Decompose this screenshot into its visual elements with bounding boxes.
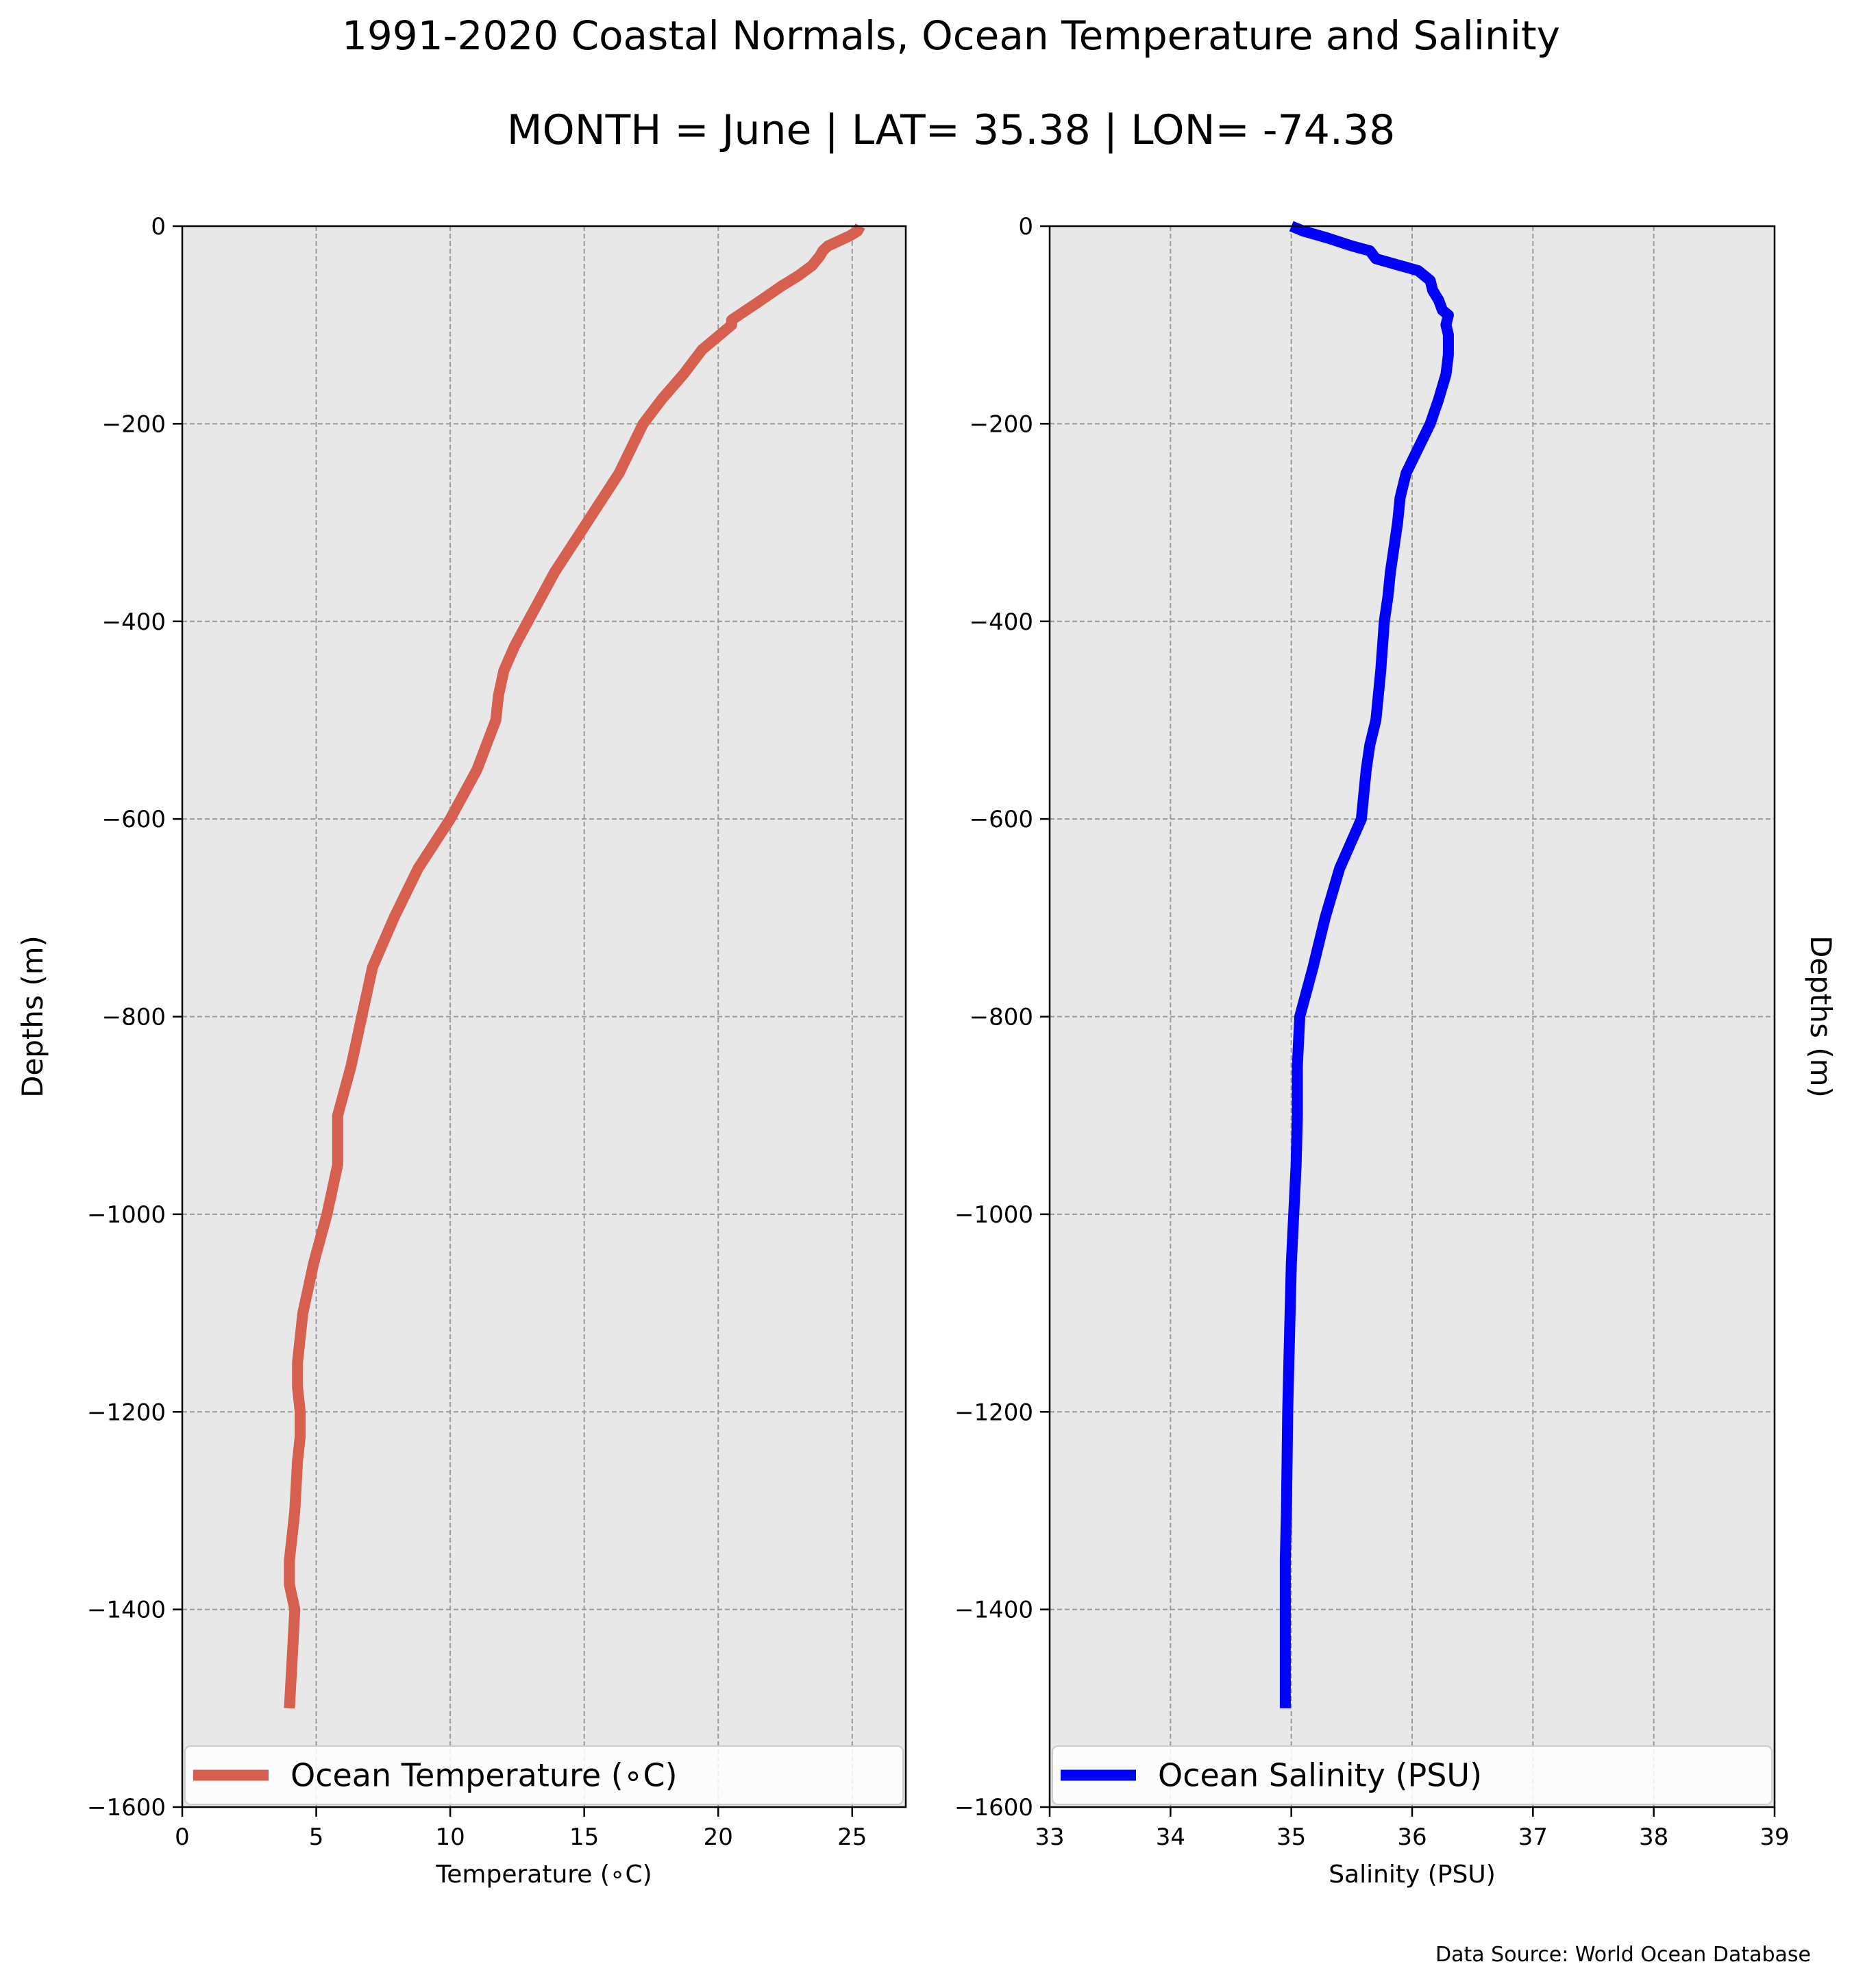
- salinity-series-line: [1279, 221, 1454, 1708]
- salinity-y-tick-label: −1400: [954, 1597, 1033, 1624]
- salinity-x-tick-label: 37: [1518, 1824, 1548, 1851]
- salinity-x-tick-label: 36: [1397, 1824, 1427, 1851]
- temperature-y-axis-label: Depths (m): [16, 935, 49, 1098]
- salinity-x-tick-label: 34: [1156, 1824, 1185, 1851]
- temperature-y-tick-label: −400: [102, 609, 166, 636]
- salinity-legend-label: Ocean Salinity (PSU): [1158, 1757, 1482, 1794]
- temperature-legend: Ocean Temperature (∘C): [184, 1745, 904, 1805]
- salinity-y-tick-label: −400: [970, 609, 1033, 636]
- salinity-y-tick-label: −200: [970, 410, 1033, 438]
- salinity-legend-box: [1052, 1745, 1773, 1805]
- salinity-x-tick-label: 39: [1760, 1824, 1789, 1851]
- temperature-y-tick-label: −600: [102, 806, 166, 833]
- salinity-y-tick-label: −1600: [954, 1794, 1033, 1821]
- temperature-x-tick-label: 15: [569, 1824, 599, 1851]
- temperature-x-tick-label: 0: [175, 1824, 190, 1851]
- temperature-x-axis-label: Temperature (∘C): [435, 1861, 652, 1889]
- temperature-x-tick-label: 5: [309, 1824, 324, 1851]
- temperature-y-tick-label: −1400: [87, 1597, 166, 1624]
- temperature-legend-box: [184, 1745, 904, 1805]
- temperature-series-line: [284, 223, 865, 1709]
- salinity-x-tick-label: 35: [1276, 1824, 1306, 1851]
- salinity-legend: Ocean Salinity (PSU): [1052, 1745, 1773, 1805]
- temperature-y-tick-label: 0: [151, 213, 166, 241]
- temperature-x-tick-label: 20: [704, 1824, 733, 1851]
- temperature-legend-label: Ocean Temperature (∘C): [291, 1757, 678, 1794]
- temperature-panel: 0 5 10 15 20 25 0 −200 −400 −600 −800 −1000 −1200 −14…: [16, 213, 907, 1889]
- salinity-y-axis-label: Depths (m): [1804, 935, 1838, 1098]
- salinity-x-tick-label: 33: [1035, 1824, 1064, 1851]
- temperature-y-tick-label: −200: [102, 410, 166, 438]
- temperature-y-tick-label: −1000: [87, 1201, 166, 1229]
- salinity-y-tick-label: −1200: [954, 1399, 1033, 1426]
- salinity-y-tick-label: −1000: [954, 1201, 1033, 1229]
- temperature-y-tick-label: −1600: [87, 1794, 166, 1821]
- salinity-panel: 33 34 35 36 37 38 39 0 −200 −400 −600 −800 −1000 −120…: [954, 213, 1838, 1889]
- figure-subtitle: MONTH = June | LAT= 35.38 | LON= -74.38: [507, 106, 1396, 154]
- source-note: Data Source: World Ocean Database: [1435, 1943, 1811, 1967]
- temperature-y-tick-label: −800: [102, 1004, 166, 1031]
- salinity-y-tick-label: 0: [1018, 213, 1033, 241]
- figure-title: 1991-2020 Coastal Normals, Ocean Tempera…: [342, 12, 1560, 59]
- temperature-x-tick-label: 10: [435, 1824, 465, 1851]
- salinity-x-tick-label: 38: [1639, 1824, 1668, 1851]
- salinity-x-axis-label: Salinity (PSU): [1329, 1861, 1496, 1889]
- temperature-x-tick-label: 25: [837, 1824, 867, 1851]
- salinity-y-tick-label: −800: [970, 1004, 1033, 1031]
- temperature-y-tick-label: −1200: [87, 1399, 166, 1426]
- salinity-y-tick-label: −600: [970, 806, 1033, 833]
